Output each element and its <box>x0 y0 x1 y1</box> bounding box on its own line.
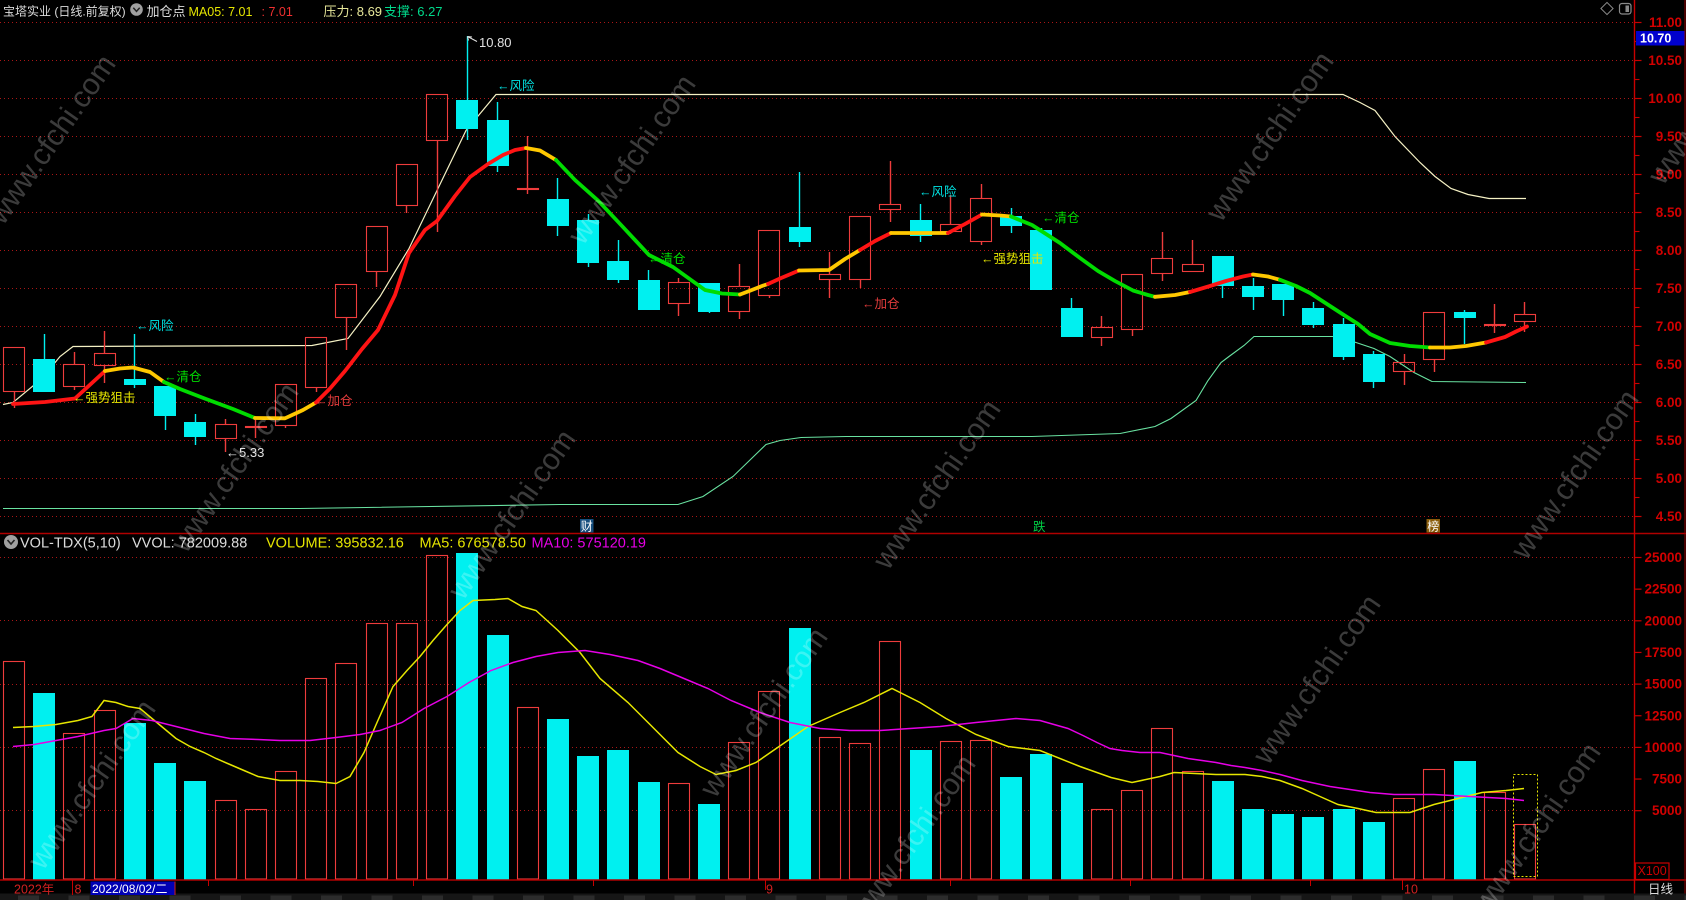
svg-text:22500: 22500 <box>1644 582 1682 597</box>
svg-text:8: 8 <box>75 883 82 897</box>
svg-text:11.00: 11.00 <box>1649 15 1682 30</box>
svg-text:榜: 榜 <box>1427 519 1439 534</box>
svg-text:←清仓: ←清仓 <box>1042 211 1080 225</box>
svg-text:10.70: 10.70 <box>1640 32 1671 46</box>
svg-text:←强势狙击: ←强势狙击 <box>981 251 1044 266</box>
svg-text:10: 10 <box>1404 883 1418 897</box>
svg-text:X100: X100 <box>1638 864 1667 878</box>
svg-text:2022年: 2022年 <box>14 883 54 897</box>
svg-text:VOL-TDX(5,10): VOL-TDX(5,10) <box>20 536 121 552</box>
svg-text:2022/08/02/二: 2022/08/02/二 <box>92 882 167 896</box>
svg-text:宝塔实业 (日线.前复权): 宝塔实业 (日线.前复权) <box>3 4 126 19</box>
svg-text:12500: 12500 <box>1644 708 1682 723</box>
svg-text:9.00: 9.00 <box>1656 167 1682 182</box>
svg-text:10000: 10000 <box>1644 740 1682 755</box>
svg-text:压力: 8.69: 压力: 8.69 <box>324 4 383 19</box>
svg-text:MA10: 575120.19: MA10: 575120.19 <box>532 536 646 552</box>
svg-text:8.00: 8.00 <box>1656 243 1682 258</box>
svg-text:←风险: ←风险 <box>919 184 957 199</box>
svg-text:5.50: 5.50 <box>1656 433 1682 448</box>
svg-text:加仓点: 加仓点 <box>147 4 186 19</box>
svg-text:7500: 7500 <box>1652 772 1682 787</box>
svg-text:10.00: 10.00 <box>1648 91 1682 106</box>
svg-text:7.00: 7.00 <box>1656 319 1682 334</box>
svg-text:跌: 跌 <box>1033 519 1046 534</box>
svg-text:9.50: 9.50 <box>1656 129 1682 144</box>
svg-text:9: 9 <box>766 883 773 897</box>
svg-text:6.00: 6.00 <box>1656 395 1682 410</box>
svg-text:VVOL: 782009.88: VVOL: 782009.88 <box>132 536 247 552</box>
svg-text:5000: 5000 <box>1652 803 1682 818</box>
svg-text:日线: 日线 <box>1648 883 1674 897</box>
svg-text:5.00: 5.00 <box>1656 471 1682 486</box>
svg-text:10.50: 10.50 <box>1648 53 1682 68</box>
svg-text:←加仓: ←加仓 <box>315 394 353 408</box>
svg-text:8.50: 8.50 <box>1656 205 1682 220</box>
svg-text:17500: 17500 <box>1644 645 1682 660</box>
svg-text:←加仓: ←加仓 <box>862 297 900 311</box>
svg-text:←强势狙击: ←强势狙击 <box>73 390 136 405</box>
svg-text:MA05: 7.01: MA05: 7.01 <box>189 5 253 19</box>
svg-text:←风险: ←风险 <box>497 78 535 93</box>
svg-text:4.50: 4.50 <box>1656 509 1682 524</box>
svg-text:6.50: 6.50 <box>1656 357 1682 372</box>
svg-text:10.80: 10.80 <box>479 35 512 50</box>
svg-text:: 7.01: : 7.01 <box>262 5 293 19</box>
svg-text:财: 财 <box>581 520 593 534</box>
svg-text:←清仓: ←清仓 <box>648 252 686 266</box>
svg-text:7.50: 7.50 <box>1656 281 1682 296</box>
svg-text:支撑: 6.27: 支撑: 6.27 <box>384 4 443 19</box>
svg-text:15000: 15000 <box>1644 677 1682 692</box>
svg-text:20000: 20000 <box>1644 613 1682 628</box>
svg-text:←清仓: ←清仓 <box>164 370 202 384</box>
svg-text:←风险: ←风险 <box>136 318 174 333</box>
svg-text:VOLUME: 395832.16: VOLUME: 395832.16 <box>266 536 404 552</box>
svg-text:25000: 25000 <box>1644 550 1682 565</box>
svg-text:←5.33: ←5.33 <box>226 445 264 460</box>
svg-text:MA5: 676578.50: MA5: 676578.50 <box>420 536 526 552</box>
